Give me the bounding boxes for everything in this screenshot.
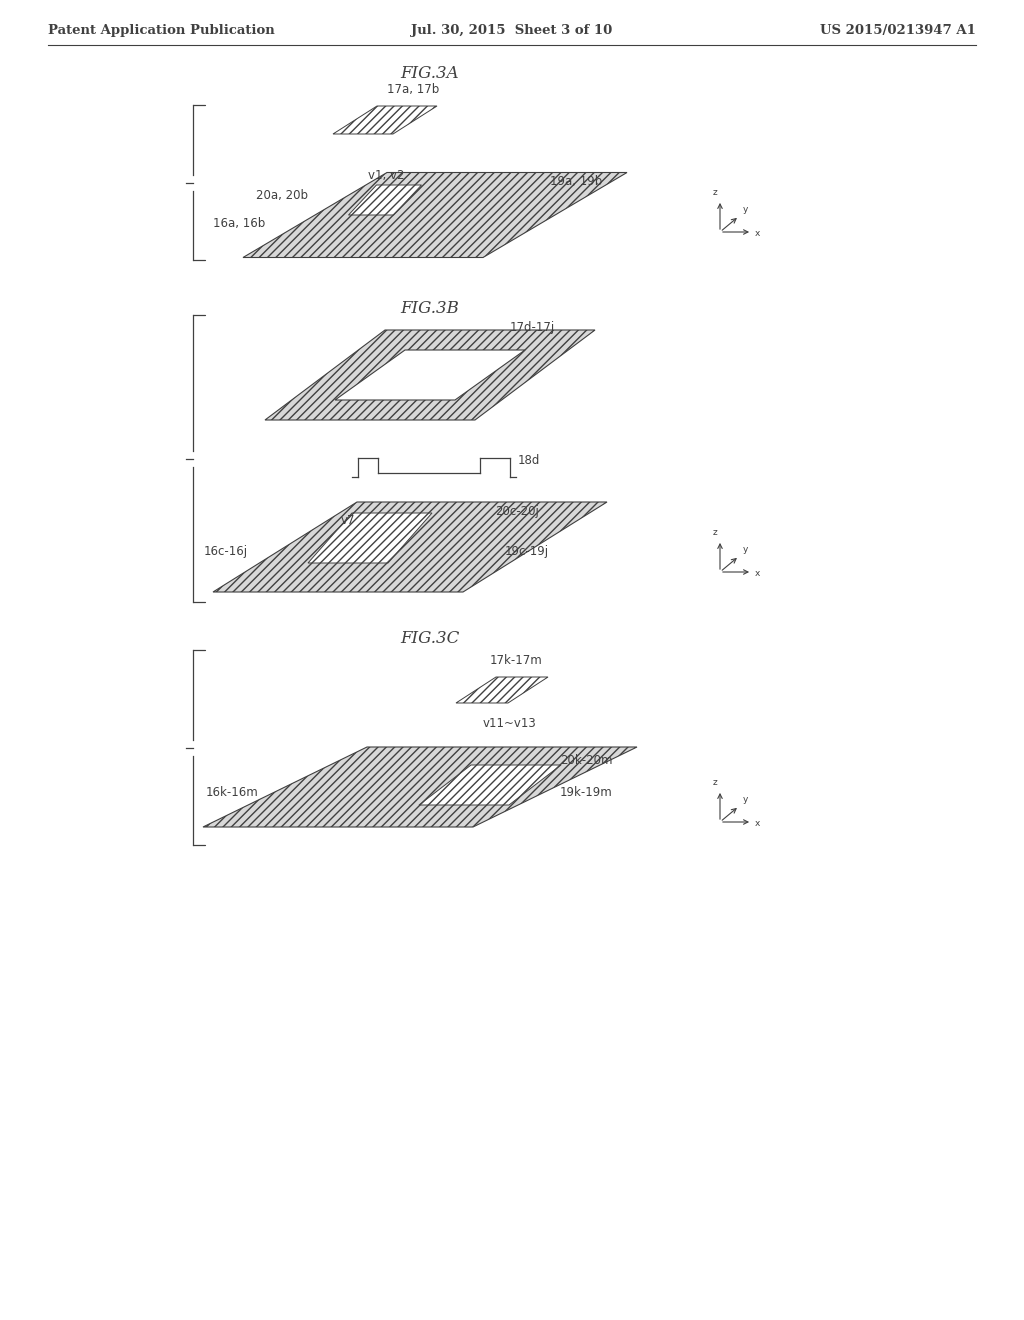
Text: z: z [713, 777, 718, 787]
Text: 19c-19j: 19c-19j [505, 545, 549, 558]
Text: Jul. 30, 2015  Sheet 3 of 10: Jul. 30, 2015 Sheet 3 of 10 [412, 24, 612, 37]
Text: v1, v2: v1, v2 [368, 169, 404, 182]
Text: US 2015/0213947 A1: US 2015/0213947 A1 [820, 24, 976, 37]
Text: FIG.3B: FIG.3B [400, 300, 460, 317]
Polygon shape [419, 766, 561, 805]
Text: 19a, 19b: 19a, 19b [550, 176, 602, 189]
Text: v7: v7 [341, 513, 355, 527]
Text: 16k-16m: 16k-16m [205, 785, 258, 799]
Text: 19k-19m: 19k-19m [560, 785, 612, 799]
Polygon shape [335, 350, 525, 400]
Text: 17d-17j: 17d-17j [510, 321, 555, 334]
Polygon shape [333, 106, 437, 135]
Text: x: x [755, 569, 761, 578]
Text: 16a, 16b: 16a, 16b [213, 216, 265, 230]
Text: x: x [755, 230, 761, 239]
Text: FIG.3C: FIG.3C [400, 630, 460, 647]
Text: v11~v13: v11~v13 [483, 717, 537, 730]
Polygon shape [243, 173, 627, 257]
Text: x: x [755, 820, 761, 829]
Text: 20a, 20b: 20a, 20b [256, 189, 308, 202]
Polygon shape [203, 747, 637, 828]
Text: 17a, 17b: 17a, 17b [387, 83, 439, 96]
Text: 17k-17m: 17k-17m [489, 653, 543, 667]
Polygon shape [213, 502, 607, 591]
Text: z: z [713, 187, 718, 197]
Polygon shape [265, 330, 595, 420]
Polygon shape [348, 185, 422, 215]
Text: z: z [713, 528, 718, 537]
Text: 20c-20j: 20c-20j [495, 506, 539, 519]
Text: y: y [743, 205, 749, 214]
Text: 20k-20m: 20k-20m [560, 754, 612, 767]
Text: y: y [743, 545, 749, 554]
Text: Patent Application Publication: Patent Application Publication [48, 24, 274, 37]
Polygon shape [456, 677, 548, 704]
Text: 18d: 18d [518, 454, 541, 467]
Text: FIG.3A: FIG.3A [400, 65, 460, 82]
Text: 16c-16j: 16c-16j [204, 545, 248, 558]
Text: y: y [743, 795, 749, 804]
Polygon shape [308, 513, 432, 564]
